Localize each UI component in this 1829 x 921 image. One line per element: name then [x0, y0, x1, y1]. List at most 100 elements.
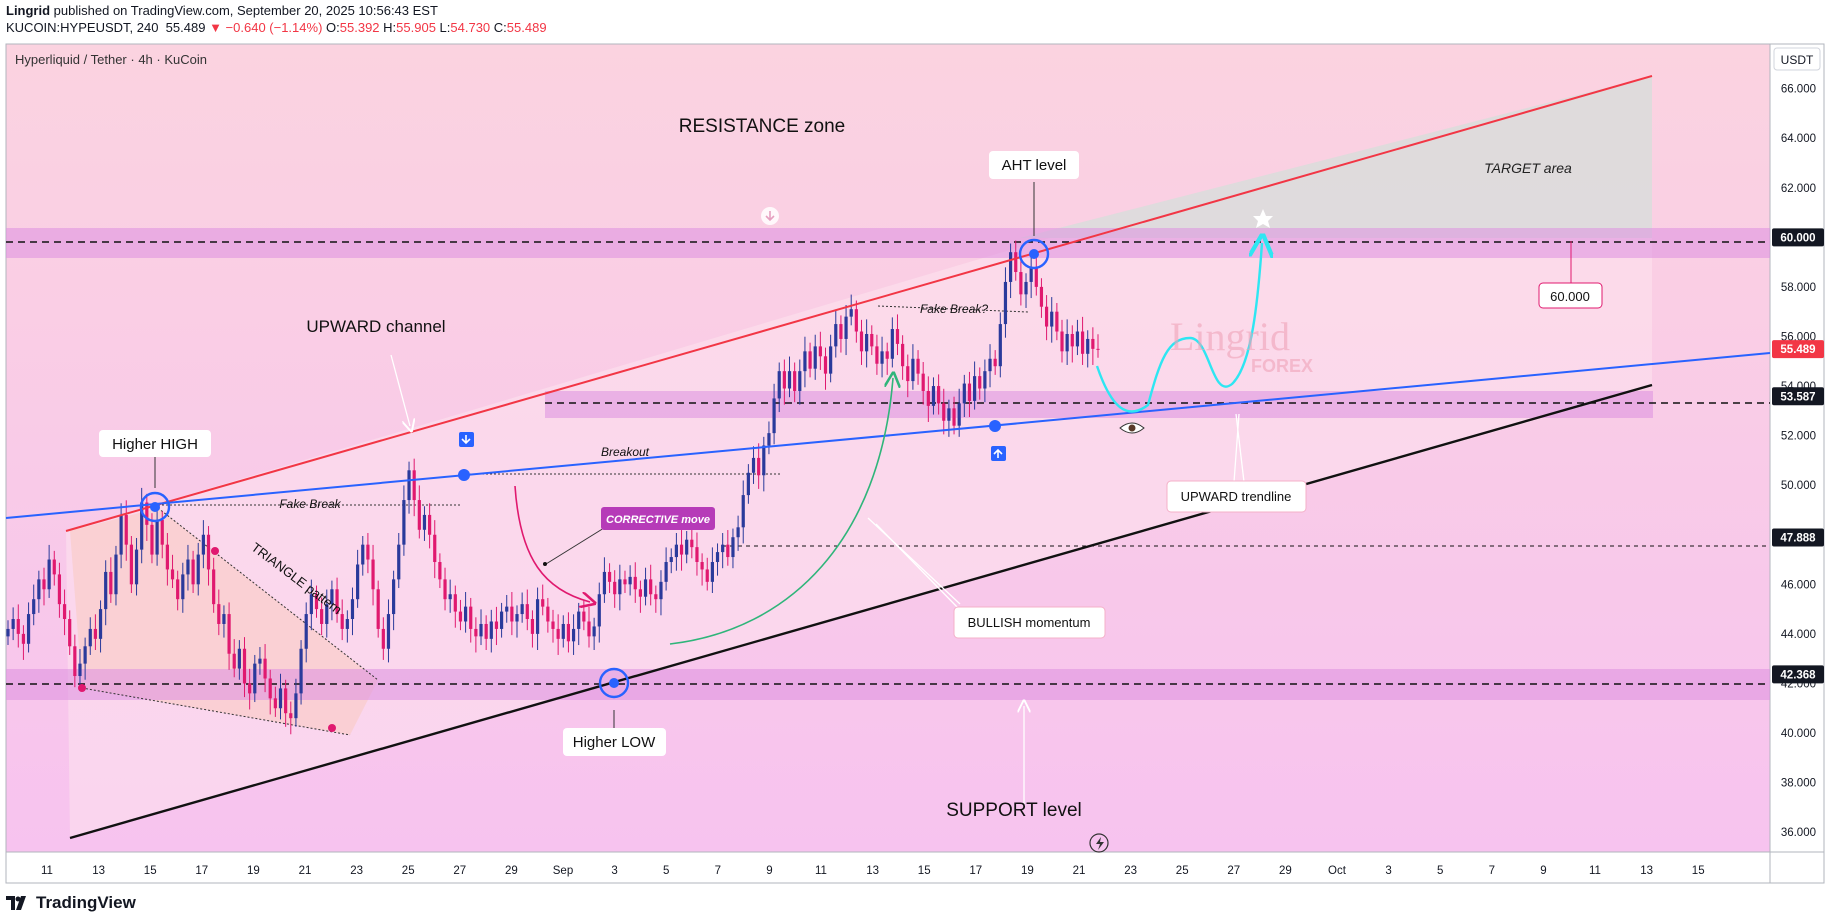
price-label-bg	[1772, 528, 1824, 547]
candle-body	[443, 579, 447, 600]
candle-body	[957, 403, 961, 426]
triangle-upper	[157, 507, 379, 681]
candle-body	[787, 371, 792, 389]
candle-body	[875, 346, 879, 364]
candle-body	[242, 648, 247, 684]
candle-body	[499, 611, 504, 629]
candle-body	[679, 544, 684, 555]
candle-body	[654, 594, 658, 600]
price-label-text: 55.489	[1780, 344, 1815, 356]
corrective-arrow	[514, 485, 590, 602]
candle-body	[556, 628, 560, 639]
candle-body	[973, 376, 977, 401]
candle-body	[356, 564, 360, 600]
candle-body	[237, 648, 241, 669]
x-tick-label: Oct	[1328, 865, 1347, 877]
candle-body	[248, 683, 252, 694]
candle-body	[402, 500, 406, 545]
candle-body	[731, 537, 735, 558]
candle-body	[505, 606, 509, 612]
candle-body	[916, 358, 920, 374]
candle-body	[52, 559, 56, 575]
candle-body	[618, 579, 622, 595]
tradingview-logo[interactable]: TradingView	[6, 893, 136, 913]
fake-break-label: Fake Break	[279, 497, 341, 511]
breakout-label: Breakout	[601, 445, 650, 459]
x-tick-label: 21	[299, 865, 312, 877]
candle-body	[901, 343, 905, 367]
candle-body	[73, 646, 77, 677]
open-label: O:	[326, 20, 340, 35]
target-area	[1020, 76, 1652, 238]
candle-body	[937, 386, 941, 404]
candle-body	[294, 693, 298, 719]
candle-body	[119, 514, 123, 555]
candle-body	[1060, 331, 1064, 352]
candle-body	[376, 589, 380, 629]
candle-body	[345, 619, 349, 629]
candle-body	[834, 324, 838, 347]
candle-body	[258, 658, 262, 664]
y-tick-label: 44.000	[1781, 629, 1816, 641]
aht-callout: AHT level	[989, 151, 1079, 179]
target-price-callout: 60.000	[1538, 282, 1603, 309]
watermark-lingrid: Lingrid	[1170, 314, 1290, 359]
high-value: 55.905	[396, 20, 436, 35]
price-label-text: 42.368	[1780, 669, 1816, 681]
candle-body	[186, 559, 190, 575]
candle-body	[798, 371, 802, 391]
candle-body	[278, 688, 283, 709]
upward-trendline	[5, 352, 1771, 519]
x-tick-label: 11	[815, 865, 827, 877]
candle-body	[340, 614, 344, 629]
candle-body	[602, 571, 607, 595]
candle-body	[304, 614, 308, 649]
candle-body	[428, 514, 432, 535]
candle-body	[865, 333, 869, 352]
candle-body	[844, 316, 848, 339]
candle-body	[314, 594, 319, 610]
candle-body	[381, 628, 385, 649]
breakout-dot	[458, 469, 470, 481]
candle-body	[808, 351, 812, 369]
candle-body	[289, 713, 293, 719]
candle-body	[1091, 338, 1095, 349]
upward-trendline-text: UPWARD trendline	[1181, 489, 1292, 504]
retest-dot	[989, 420, 1001, 432]
time-axis[interactable]: 11 13 15 17 19 21 23 25 27 29 Sep 3 5 7 9 11 13 15 17 19 21 2…	[41, 865, 1705, 877]
candle-body	[78, 663, 82, 677]
candle-body	[479, 623, 483, 637]
candle-body	[510, 606, 514, 622]
candle-body	[967, 383, 972, 401]
aht-dot	[1029, 249, 1039, 259]
candle-body	[993, 358, 997, 367]
candle-body	[124, 514, 128, 545]
candle-body	[813, 346, 817, 369]
candle-body	[114, 554, 118, 595]
candle-body	[463, 606, 468, 622]
x-tick-label: 27	[1227, 865, 1240, 877]
candle-body	[309, 594, 313, 615]
candle-body	[623, 579, 627, 585]
candle-body	[448, 594, 452, 600]
candle-body	[176, 579, 180, 600]
candle-body	[217, 604, 221, 624]
candle-body	[1003, 281, 1008, 325]
channel-pointer	[390, 354, 410, 426]
candle-body	[823, 356, 828, 374]
currency-badge: USDT	[1773, 47, 1821, 71]
candle-body	[839, 324, 843, 339]
candle-body	[649, 579, 653, 595]
candle-body	[705, 569, 709, 582]
candle-body	[669, 557, 673, 563]
low-value: 54.730	[450, 20, 491, 35]
candle-body	[566, 623, 571, 642]
candle-body	[1075, 331, 1080, 347]
open-value: 55.392	[339, 20, 380, 35]
higher-high-circle	[139, 491, 171, 523]
candle-body	[880, 351, 884, 364]
price-label-text: 47.888	[1780, 533, 1816, 545]
arrow-down-icon	[459, 432, 474, 447]
candle-body	[21, 633, 26, 644]
